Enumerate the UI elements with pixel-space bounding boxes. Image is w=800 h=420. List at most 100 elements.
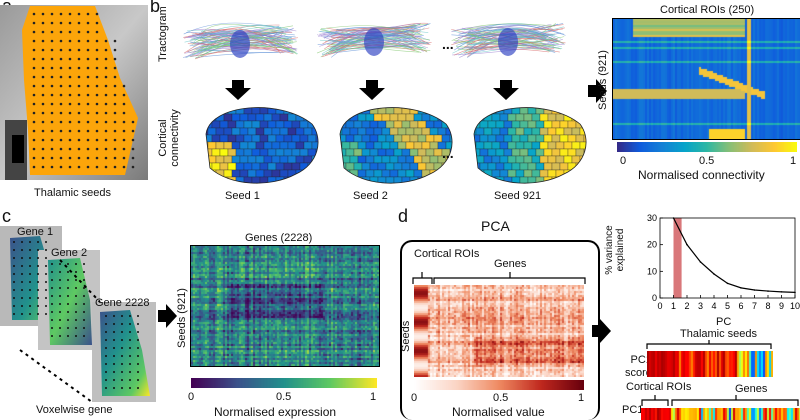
gene-seed-dot	[45, 289, 47, 291]
brain-parcel	[361, 162, 371, 171]
brain-parcel	[303, 155, 313, 164]
connectivity-colorbar	[617, 142, 797, 152]
seed-dot	[59, 84, 63, 88]
brain-parcel	[345, 176, 355, 184]
brain-parcel	[430, 100, 438, 107]
brain-outline	[339, 107, 453, 184]
seed-dot	[104, 120, 108, 124]
gene-seed-dot	[137, 339, 139, 341]
brain-parcel	[555, 127, 565, 136]
brain-parcel	[479, 162, 489, 171]
loadings-bracket	[641, 395, 799, 406]
seed-dot	[50, 102, 54, 106]
brain-parcel	[475, 141, 485, 150]
seed-dot	[86, 84, 90, 88]
gene-seed-dot	[75, 287, 77, 289]
brain-parcel	[303, 141, 313, 150]
gene-seed-dot	[137, 347, 139, 349]
seed-dot	[95, 129, 99, 133]
brain-parcel	[350, 100, 358, 107]
seed-dot	[77, 147, 81, 151]
seed-dot	[68, 21, 72, 25]
gene-seed-dot	[59, 279, 61, 281]
brain-parcel	[361, 148, 371, 157]
seed-dot	[122, 129, 126, 133]
brain-parcel	[401, 176, 411, 184]
brain-parcel	[563, 155, 573, 164]
pca-cb-tick-0: 0	[411, 392, 418, 404]
pca-cortical-label: Cortical ROIs	[414, 248, 480, 260]
brain-parcel	[511, 134, 521, 143]
brain-parcel	[353, 162, 363, 171]
brain-parcel	[519, 148, 529, 157]
brain-parcel	[227, 162, 237, 171]
seed-dot	[32, 165, 36, 169]
brain-parcel	[425, 120, 435, 129]
seed-dot	[50, 21, 54, 25]
gene-seed-dot	[105, 371, 107, 373]
seed-dot	[86, 39, 90, 43]
gene-seed-dot	[105, 347, 107, 349]
brain-parcel	[499, 127, 509, 136]
brain-parcel	[227, 134, 237, 143]
brain-parcel	[235, 176, 245, 184]
brain-parcel	[547, 127, 557, 136]
brain-parcel	[271, 155, 281, 164]
brain-parcel	[283, 120, 293, 129]
tract-core	[364, 28, 384, 56]
variance-line	[672, 217, 796, 293]
brain-parcel	[583, 176, 587, 184]
gene-seed-dot	[37, 281, 39, 283]
seed-dot	[32, 138, 36, 142]
gene-seed-dot	[67, 271, 69, 273]
brain-parcel	[409, 148, 419, 157]
seed-dot	[86, 93, 90, 97]
brain-parcel	[499, 141, 509, 150]
brain-parcel	[341, 127, 351, 136]
pc1-scores-bar	[647, 351, 773, 377]
seed-dot	[32, 48, 36, 52]
brain-parcel	[299, 120, 309, 129]
gene-seed-dot	[29, 281, 31, 283]
seed-dot	[50, 147, 54, 151]
brain-parcel	[551, 134, 561, 143]
brain-parcel	[445, 113, 453, 122]
gene-seed-dot	[67, 263, 69, 265]
variance-point	[699, 261, 702, 263]
panel-letter-d: d	[398, 206, 409, 226]
brain-parcel	[417, 162, 427, 171]
loadings-genes-label: Genes	[735, 383, 768, 395]
brain-parcel	[283, 134, 293, 143]
brain-parcel	[207, 169, 217, 178]
brain-parcel	[389, 127, 399, 136]
gene-seed-dot	[113, 315, 115, 317]
gene-seed-dot	[29, 313, 31, 315]
brain-parcel	[206, 155, 209, 164]
brain-parcel	[539, 155, 549, 164]
variance-point	[794, 291, 796, 294]
brain-parcel	[211, 120, 221, 129]
seed-dot	[104, 147, 108, 151]
seed-dot	[104, 156, 108, 160]
brain-parcel	[531, 155, 541, 164]
brain-parcel	[405, 113, 415, 122]
brain-parcel	[511, 162, 521, 171]
brain-parcel	[503, 162, 513, 171]
pca-seeds-label: Seeds	[400, 320, 412, 352]
brain-parcel	[219, 120, 229, 129]
brain-parcel	[401, 120, 411, 129]
seed-dot	[77, 120, 81, 124]
brain-parcel	[515, 113, 525, 122]
panel-letter-c: c	[2, 206, 11, 226]
seed-dot	[77, 156, 81, 160]
brain-parcel	[468, 100, 476, 107]
brain-parcel	[507, 113, 517, 122]
gene-seed-dot	[29, 297, 31, 299]
gene-cb-tick-05: 0.5	[276, 391, 292, 403]
gene-seed-dot	[129, 315, 131, 317]
seed-dot	[131, 147, 135, 151]
brain-parcel	[564, 100, 572, 107]
brain-parcel	[259, 120, 269, 129]
seed-dot	[68, 93, 72, 97]
gene-seed-dot	[105, 323, 107, 325]
